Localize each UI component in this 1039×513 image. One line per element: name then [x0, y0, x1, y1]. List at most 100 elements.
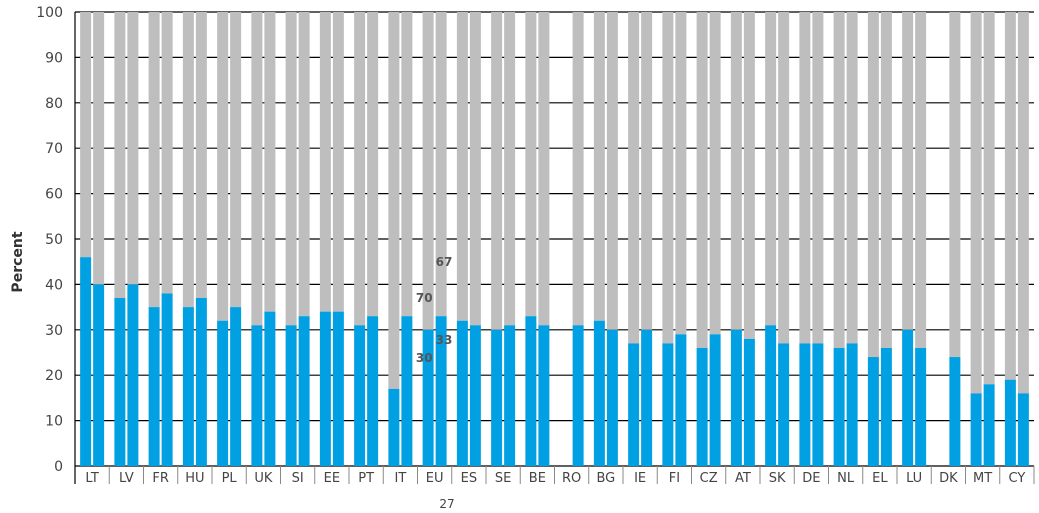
bar-value: [983, 384, 995, 466]
y-tick-label: 10: [45, 414, 63, 430]
x-category-label: BG: [596, 471, 615, 486]
y-axis-label: Percent: [10, 231, 26, 292]
axes: [74, 12, 1035, 484]
annotation-value: 30: [416, 351, 433, 365]
x-category-label: SE: [495, 471, 511, 486]
x-category-label: PL: [222, 471, 238, 486]
bar-value: [572, 325, 584, 466]
bar-value: [469, 325, 481, 466]
bar-remainder: [593, 12, 605, 321]
bar-value: [730, 329, 742, 466]
bar-value: [332, 311, 344, 466]
bar-value: [880, 347, 892, 466]
x-category-label: SK: [769, 471, 786, 486]
bar-remainder: [983, 12, 995, 385]
bar-value: [401, 316, 413, 466]
bar-value: [525, 316, 537, 466]
bar-value: [230, 307, 242, 466]
x-category-label: IT: [394, 471, 406, 486]
bar-remainder: [319, 12, 331, 312]
bar-value: [388, 388, 400, 466]
x-category-label: LT: [85, 471, 98, 486]
y-tick-label: 30: [45, 323, 63, 339]
bar-remainder: [93, 12, 105, 285]
bar-value: [491, 329, 503, 466]
bar-remainder: [1017, 12, 1029, 394]
bar-remainder: [491, 12, 503, 330]
bar-remainder: [264, 12, 276, 312]
x-category-label: UK: [254, 471, 273, 486]
x-category-label: HU: [185, 471, 204, 486]
y-tick-label: 0: [54, 459, 63, 475]
y-tick-label: 80: [45, 96, 63, 112]
bar-remainder: [606, 12, 618, 330]
bar-value: [93, 284, 105, 466]
bar-value: [422, 329, 434, 466]
x-category-label: EU: [426, 471, 444, 486]
bar-value: [606, 329, 618, 466]
bar-value: [628, 343, 640, 466]
bar-remainder: [230, 12, 242, 308]
bars: [80, 12, 1029, 466]
bar-remainder: [114, 12, 126, 299]
y-tick-label: 50: [45, 232, 63, 248]
bar-remainder: [469, 12, 481, 326]
y-tick-label: 20: [45, 368, 63, 384]
bar-value: [319, 311, 331, 466]
bar-remainder: [833, 12, 845, 348]
bar-value: [709, 334, 721, 466]
bar-value: [182, 307, 194, 466]
bar-value: [641, 329, 653, 466]
x-category-label: RO: [562, 471, 581, 486]
bar-remainder: [902, 12, 914, 330]
bar-value: [696, 347, 708, 466]
annotations: 30 70 33 67: [416, 255, 452, 365]
bar-value: [778, 343, 790, 466]
y-tick-label: 60: [45, 187, 63, 203]
bar-remainder: [435, 12, 447, 317]
bar-value: [538, 325, 550, 466]
bar-value: [915, 347, 927, 466]
bar-remainder: [182, 12, 194, 308]
bar-value: [970, 393, 982, 466]
bar-value: [217, 320, 229, 466]
bar-value: [902, 329, 914, 466]
y-tick-label: 70: [45, 141, 63, 157]
bar-remainder: [217, 12, 229, 321]
x-category-label: DK: [939, 471, 958, 486]
bar-value: [799, 343, 811, 466]
x-category-label: IE: [634, 471, 646, 486]
bar-remainder: [504, 12, 516, 326]
bar-remainder: [628, 12, 640, 344]
bar-remainder: [915, 12, 927, 348]
bar-value: [80, 257, 92, 466]
x-category-label: LU: [906, 471, 922, 486]
bar-remainder: [1004, 12, 1016, 380]
bar-remainder: [354, 12, 366, 326]
bar-remainder: [970, 12, 982, 394]
x-category-label: PT: [358, 471, 374, 486]
x-category-label: EL: [872, 471, 888, 486]
bar-value: [298, 316, 310, 466]
annotation-remainder: 67: [436, 255, 453, 269]
bar-remainder: [765, 12, 777, 326]
x-category-label: SI: [292, 471, 304, 486]
bar-value: [949, 357, 961, 466]
bar-value: [675, 334, 687, 466]
bar-remainder: [332, 12, 344, 312]
bar-remainder: [867, 12, 879, 358]
bar-value: [114, 298, 126, 466]
bar-remainder: [572, 12, 584, 326]
bar-remainder: [127, 12, 139, 285]
bar-value: [765, 325, 777, 466]
x-category-label: FR: [152, 471, 169, 486]
annotation-remainder: 70: [416, 291, 433, 305]
bar-remainder: [388, 12, 400, 389]
bar-value: [367, 316, 379, 466]
bar-value: [1004, 379, 1016, 466]
annotation-value: 33: [436, 333, 453, 347]
bar-remainder: [456, 12, 468, 321]
bar-remainder: [195, 12, 207, 299]
bar-remainder: [778, 12, 790, 344]
y-tick-label: 100: [36, 5, 63, 21]
